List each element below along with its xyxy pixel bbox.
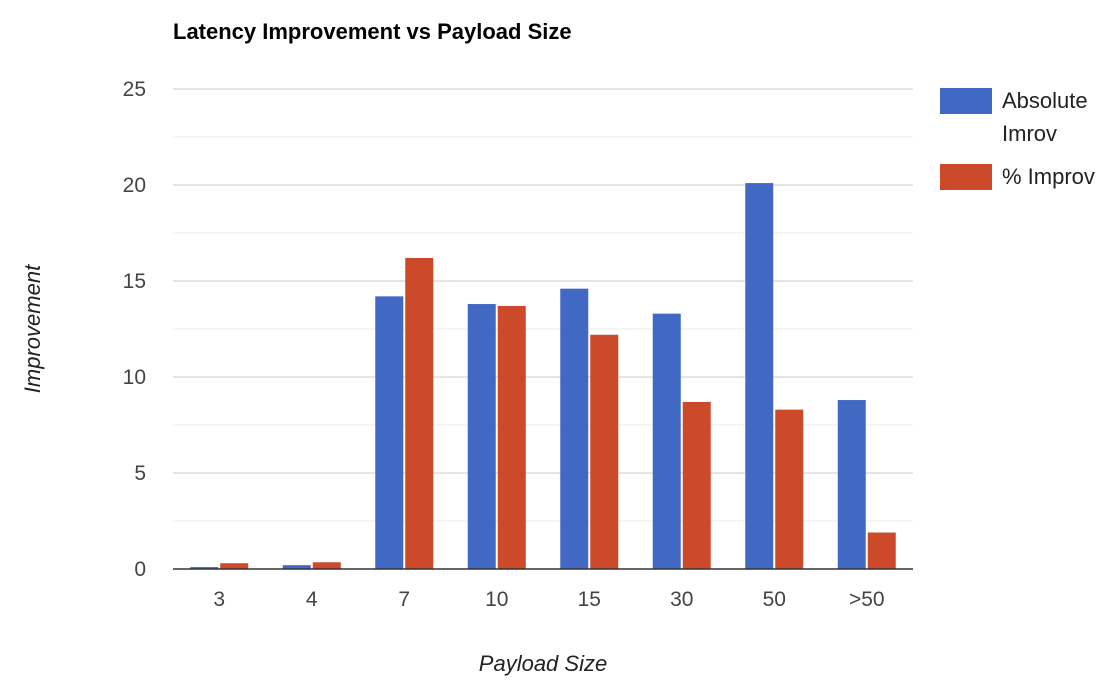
bar-absolute-1 xyxy=(282,565,311,569)
bar-percent-3 xyxy=(497,305,526,569)
bar-absolute-3 xyxy=(467,304,496,569)
x-tick-label: 3 xyxy=(213,588,225,611)
y-tick-label: 0 xyxy=(134,558,146,581)
legend-label-1: % Improv xyxy=(1002,164,1095,189)
bar-absolute-6 xyxy=(745,183,774,569)
chart-title: Latency Improvement vs Payload Size xyxy=(173,19,572,44)
y-tick-label: 20 xyxy=(123,174,146,197)
bar-percent-1 xyxy=(312,562,341,569)
bar-percent-5 xyxy=(682,401,711,569)
x-tick-label: 50 xyxy=(763,588,786,611)
bar-percent-6 xyxy=(775,409,804,569)
x-tick-label: 30 xyxy=(670,588,693,611)
bar-percent-4 xyxy=(590,334,619,569)
x-tick-label: 4 xyxy=(306,588,318,611)
grid-lines xyxy=(173,88,913,522)
bar-percent-7 xyxy=(867,532,896,569)
y-axis-label: Improvement xyxy=(20,264,45,393)
bar-absolute-0 xyxy=(190,567,219,569)
y-tick-label: 15 xyxy=(123,270,146,293)
bar-absolute-7 xyxy=(837,400,866,569)
legend-label-0: Absolute Imrov xyxy=(1002,88,1088,146)
y-tick-label: 10 xyxy=(123,366,146,389)
bar-absolute-5 xyxy=(652,313,681,569)
x-tick-label: 10 xyxy=(485,588,508,611)
x-axis-label: Payload Size xyxy=(479,651,607,676)
y-tick-label: 5 xyxy=(134,462,146,485)
y-tick-label: 25 xyxy=(123,78,146,101)
x-tick-labels: 3 4 7 10 15 30 50 >50 xyxy=(213,588,884,611)
bar-percent-0 xyxy=(220,563,249,569)
bars xyxy=(190,183,896,569)
bar-absolute-2 xyxy=(375,296,404,569)
y-tick-labels: 0 5 10 15 20 25 xyxy=(123,78,146,581)
x-tick-label: 15 xyxy=(578,588,601,611)
bar-absolute-4 xyxy=(560,288,589,569)
legend: Absolute Imrov % Improv xyxy=(940,88,1095,190)
x-tick-label: 7 xyxy=(398,588,410,611)
legend-swatch-1 xyxy=(940,164,992,190)
legend-swatch-0 xyxy=(940,88,992,114)
x-tick-label: >50 xyxy=(849,588,885,611)
bar-percent-2 xyxy=(405,257,434,569)
